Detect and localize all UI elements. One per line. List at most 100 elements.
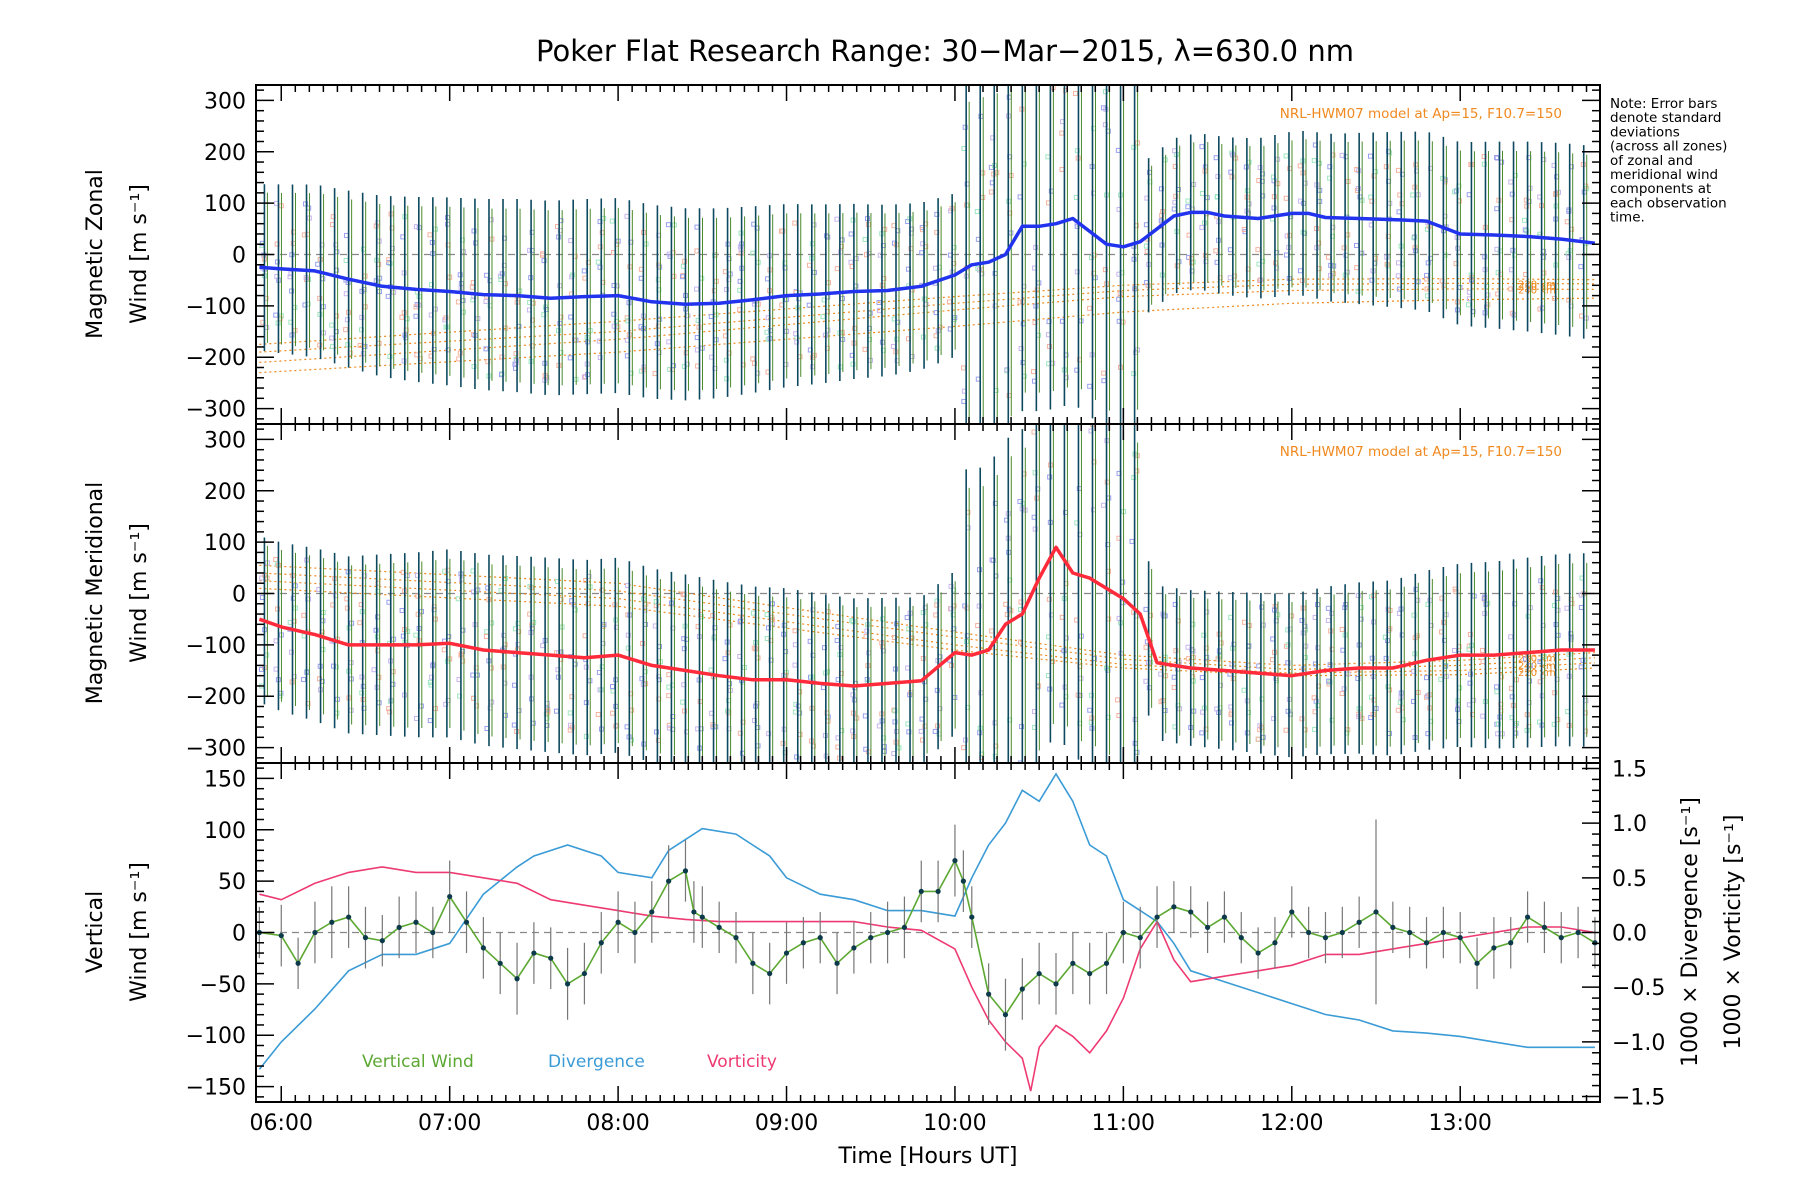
vertical-wind-point (986, 991, 992, 997)
zone-sample-marker (334, 249, 340, 255)
zone-sample-marker (708, 667, 714, 673)
zone-sample-marker (1199, 224, 1205, 230)
zone-sample-marker (1131, 371, 1137, 377)
vertical-wind-point (1474, 960, 1480, 966)
zone-sample-marker (1283, 195, 1289, 201)
zone-sample-marker (624, 724, 630, 730)
y-tick-label: 0 (232, 922, 246, 947)
zone-sample-marker (699, 275, 705, 281)
legend-item: Vertical Wind (362, 1052, 474, 1072)
zone-sample-marker (484, 272, 490, 278)
zone-sample-marker (850, 728, 856, 734)
zone-sample-marker (1325, 605, 1331, 611)
y-tick-label: −300 (186, 737, 246, 762)
vertical-wind-point (1272, 940, 1278, 946)
model-altitude-label: 250 km (1518, 282, 1556, 293)
vertical-wind-point (1036, 970, 1042, 977)
zone-sample-marker (892, 708, 898, 714)
zone-sample-marker (1241, 619, 1247, 625)
zone-sample-marker (820, 314, 826, 320)
zone-sample-marker (1302, 180, 1308, 186)
zone-sample-marker (1131, 474, 1137, 480)
zone-sample-marker (427, 232, 433, 238)
zone-sample-marker (1072, 90, 1078, 96)
zone-sample-marker (275, 606, 281, 612)
zone-sample-marker (811, 222, 817, 228)
zone-sample-marker (1046, 75, 1050, 79)
zone-sample-marker (583, 664, 589, 670)
vertical-wind-point (463, 919, 470, 925)
zone-sample-marker (259, 666, 265, 672)
zone-sample-marker (273, 312, 279, 318)
zone-sample-marker (905, 665, 911, 671)
y-tick-label: −200 (186, 685, 246, 710)
vertical-wind-point (1188, 909, 1194, 915)
zone-sample-marker (652, 371, 658, 377)
zone-sample-marker (540, 643, 546, 649)
zone-sample-marker (567, 710, 573, 716)
zone-sample-marker (1423, 694, 1429, 700)
zone-sample-marker (1255, 247, 1261, 253)
zone-sample-marker (274, 259, 280, 265)
zone-sample-marker (530, 720, 536, 726)
y-tick-label: 0 (232, 583, 246, 608)
zone-sample-marker (1538, 578, 1544, 584)
zone-sample-marker (302, 201, 308, 207)
vertical-wind-point (834, 960, 840, 966)
zone-sample-marker (1101, 378, 1107, 384)
zone-sample-marker (385, 293, 391, 299)
zone-sample-marker (317, 342, 323, 348)
vertical-wind-point (1053, 981, 1059, 987)
zone-sample-marker (1302, 655, 1308, 661)
zonal-y-axis-label: Magnetic Zonal Wind [m s⁻¹] (83, 169, 152, 339)
zone-sample-marker (329, 322, 335, 328)
zone-sample-marker (610, 688, 616, 694)
zone-sample-marker (797, 354, 803, 360)
zone-sample-marker (862, 713, 868, 719)
zone-sample-marker (404, 316, 410, 322)
zone-sample-marker (292, 304, 298, 310)
vertical-wind-point (800, 940, 806, 946)
zone-sample-marker (1199, 144, 1205, 150)
vertical-wind-point (329, 919, 335, 925)
zone-sample-marker (1173, 648, 1179, 654)
zone-sample-marker (1143, 243, 1149, 249)
zone-sample-marker (1316, 160, 1322, 166)
note-line: meridional wind (1610, 167, 1718, 183)
zone-sample-marker (1246, 623, 1252, 629)
zone-sample-marker (597, 219, 603, 225)
zone-sample-marker (1578, 604, 1584, 610)
zone-sample-marker (1564, 219, 1570, 225)
model-altitude-label: 250 km (1518, 654, 1556, 665)
zone-sample-marker (682, 708, 688, 714)
zone-sample-marker (988, 189, 994, 195)
zone-sample-marker (1468, 671, 1474, 677)
zone-sample-marker (1046, 596, 1052, 602)
zone-sample-marker (376, 238, 382, 244)
zone-sample-marker (1143, 606, 1149, 612)
zone-sample-marker (1299, 716, 1305, 722)
zone-sample-marker (862, 237, 868, 243)
zone-sample-marker (484, 629, 490, 635)
legend-item: Divergence (548, 1052, 645, 1072)
zone-sample-marker (511, 722, 517, 728)
divergence-line (258, 772, 1595, 1070)
zone-sample-marker (1173, 193, 1179, 199)
zone-sample-marker (834, 638, 840, 644)
vertical-wind-point (312, 929, 318, 936)
zone-sample-marker (934, 345, 940, 351)
zone-sample-marker (1566, 297, 1572, 303)
zone-sample-marker (1457, 685, 1463, 691)
vertical-wind-point (1289, 909, 1295, 915)
vorticity-axis-label: 1000 × Vorticity [s⁻¹] (1721, 815, 1746, 1050)
vertical-wind-point (817, 935, 823, 941)
zone-sample-marker (301, 612, 307, 618)
zone-sample-marker (1229, 174, 1235, 180)
zone-sample-marker (1368, 194, 1374, 200)
y-tick-label: 300 (204, 89, 246, 114)
zone-sample-marker (1508, 286, 1514, 292)
zone-sample-marker (906, 729, 912, 735)
vertical-wind-point (935, 888, 941, 895)
meridional-ylabel-line2: Wind [m s⁻¹] (127, 523, 152, 663)
zone-sample-marker (995, 794, 999, 798)
